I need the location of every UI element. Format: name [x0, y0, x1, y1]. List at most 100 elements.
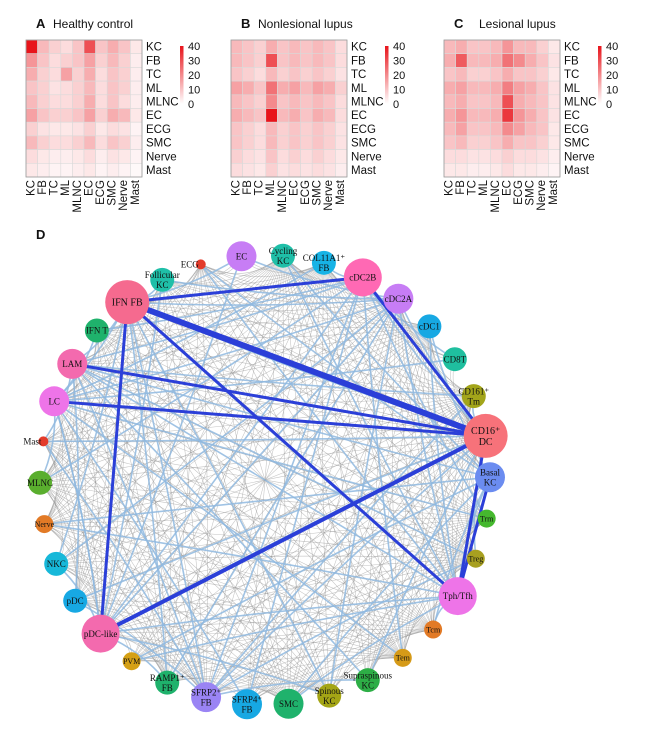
network-edge [205, 557, 477, 698]
node-circle [63, 588, 88, 613]
network-edge [54, 401, 434, 630]
node-col11a1-fb[interactable]: COL11A1⁺FB [303, 250, 346, 275]
node-label: Tem [396, 654, 411, 663]
network-edge [99, 255, 243, 634]
node-tem[interactable]: Tem [393, 648, 412, 667]
node-ifn-fb[interactable]: IFN FB [105, 280, 150, 325]
network-edge [100, 279, 163, 634]
network-edge [39, 482, 476, 559]
network-edge [43, 441, 207, 698]
node-treg[interactable]: Treg [466, 549, 485, 568]
heatmap-row-label: EC [564, 110, 580, 122]
network-edge [161, 279, 172, 683]
node-ifn-t[interactable]: IFN T [84, 318, 109, 343]
node-pvm[interactable]: PVM [122, 652, 141, 671]
heatmap-row-label: ECG [146, 124, 171, 136]
node-cd161-tm[interactable]: CD161⁺Tm [458, 384, 489, 409]
network-edge [362, 277, 404, 658]
node-tcm[interactable]: Tcm [424, 620, 443, 639]
network-edge [126, 301, 330, 696]
node-ec[interactable]: EC [226, 241, 257, 272]
node-label: CD8T [444, 354, 467, 364]
node-nerve[interactable]: Nerve [35, 515, 55, 534]
network-edge [74, 600, 207, 698]
node-mlnc[interactable]: MLNC [27, 470, 53, 495]
color-scale-tick: 30 [606, 56, 618, 68]
node-circle [44, 551, 69, 576]
heatmap-col-label: ECG [95, 180, 107, 205]
network-edge [75, 558, 476, 602]
node-cdc1[interactable]: cDC1 [417, 314, 442, 339]
node-sfrp2-fb[interactable]: SFRP2⁺FB [191, 682, 222, 713]
node-tph-tfh[interactable]: Tph/Tfh [438, 577, 477, 616]
network-edge [161, 279, 207, 698]
network-edge [71, 363, 103, 634]
network-edge [39, 482, 403, 659]
node-lam[interactable]: LAM [57, 348, 88, 379]
node-label: Follicular [145, 270, 180, 280]
node-nkc[interactable]: NKC [44, 551, 69, 576]
node-label: Spinous [315, 686, 345, 696]
node-label: NKC [47, 559, 66, 569]
node-label: FB [162, 683, 173, 693]
node-cd16-dc[interactable]: CD16⁺DC [463, 413, 508, 458]
node-cdc2a[interactable]: cDC2A [383, 283, 414, 314]
network-edge [96, 330, 474, 397]
node-circle [461, 384, 486, 409]
node-ecg[interactable]: ECG [181, 259, 206, 270]
heatmap-col-label: ML [60, 179, 72, 196]
heatmap-row-label: MLNC [564, 96, 597, 108]
node-ramp1-fb[interactable]: RAMP1⁺FB [150, 670, 185, 695]
node-pdc-like[interactable]: pDC-like [81, 614, 120, 653]
node-circle [270, 243, 295, 268]
node-mast[interactable]: Mast [23, 436, 49, 447]
node-circle [191, 682, 222, 713]
network-edge [44, 523, 207, 698]
node-label: Basal [480, 467, 500, 477]
network-edge [323, 262, 434, 630]
network-edge [71, 363, 86, 601]
node-cdc2b[interactable]: cDC2B [343, 258, 382, 297]
network-edge [74, 330, 100, 601]
heatmap-col-label: FB [242, 180, 254, 195]
network-edge [392, 298, 404, 658]
network-edge [43, 441, 403, 659]
network-edge [126, 301, 207, 698]
node-smc[interactable]: SMC [273, 688, 304, 719]
node-label: DC [479, 437, 493, 448]
panel-title: Healthy control [53, 17, 134, 31]
heatmap-border [230, 39, 348, 178]
node-lc[interactable]: LC [39, 386, 70, 417]
node-circle [317, 683, 342, 708]
color-scale-tick: 40 [606, 41, 618, 53]
network-edge [162, 279, 474, 397]
network-edge [166, 264, 202, 683]
network-edge [96, 330, 486, 437]
network-edge [246, 277, 364, 705]
network-edge [127, 301, 487, 519]
heatmap-row-label: KC [351, 42, 367, 54]
network-edge [362, 277, 488, 520]
network-edge [53, 401, 101, 634]
node-sfrp4-fb[interactable]: SFRP4⁺FB [232, 689, 263, 720]
heatmap-row-label: SMC [146, 138, 172, 150]
network-edge [54, 298, 399, 403]
heatmap-row-label: SMC [564, 138, 590, 150]
node-cd8t[interactable]: CD8T [442, 347, 467, 372]
network-edge [72, 363, 474, 397]
node-label: IFN T [86, 326, 109, 336]
heatmap-col-label: Nerve [118, 180, 130, 211]
node-label: PVM [123, 657, 140, 666]
node-trm[interactable]: Trm [477, 509, 496, 528]
color-scale-tick: 10 [393, 85, 405, 97]
node-pdc[interactable]: pDC [63, 588, 88, 613]
heatmap-row-label: SMC [351, 138, 377, 150]
color-scale-tick: 0 [393, 99, 399, 111]
node-label: SFRP4⁺ [232, 694, 263, 704]
network-edge-strong [52, 399, 488, 438]
